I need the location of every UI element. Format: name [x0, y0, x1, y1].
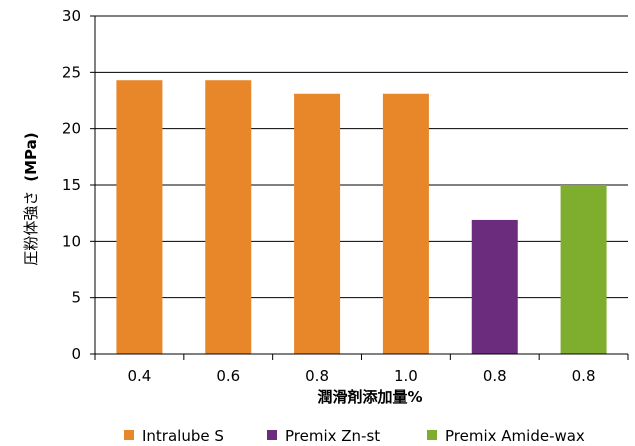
y-axis-title: 圧粉体強さ (MPa)	[22, 132, 40, 265]
x-tick-labels: 0.4 0.6 0.8 1.0 0.8 0.8	[127, 367, 595, 385]
y-tick-labels: 0 5 10 15 20 25 30	[62, 7, 81, 363]
legend: Intralube S Premix Zn-st Premix Amide-wax	[124, 427, 585, 445]
bar-3	[294, 93, 341, 355]
x-tick-label: 0.8	[483, 367, 507, 385]
x-tick-label: 0.8	[572, 367, 596, 385]
x-tick-label: 1.0	[394, 367, 418, 385]
y-tick-label: 20	[62, 120, 81, 138]
y-axis-title-unit: (MPa)	[22, 132, 40, 181]
x-tick-label: 0.4	[127, 367, 151, 385]
y-tick-label: 5	[71, 289, 81, 307]
legend-swatch	[427, 430, 437, 440]
bar-6	[560, 185, 607, 354]
axes	[94, 16, 628, 355]
legend-swatch	[267, 430, 277, 440]
y-tick-label: 10	[62, 232, 81, 250]
bar-5	[471, 219, 518, 354]
legend-swatch	[124, 430, 134, 440]
y-tick-label: 30	[62, 7, 81, 25]
legend-label: Intralube S	[142, 427, 224, 445]
x-tick-label: 0.8	[305, 367, 329, 385]
bar-4	[382, 93, 429, 355]
x-tick-label: 0.6	[216, 367, 240, 385]
bars	[116, 80, 607, 355]
legend-label: Premix Zn-st	[285, 427, 380, 445]
y-tick-label: 15	[62, 176, 81, 194]
y-tick-label: 0	[71, 345, 81, 363]
gridlines	[90, 15, 629, 360]
x-axis-title: 潤滑剤添加量%	[317, 388, 422, 406]
y-tick-label: 25	[62, 63, 81, 81]
legend-label: Premix Amide-wax	[445, 427, 585, 445]
bar-1	[116, 80, 163, 354]
y-axis-title-main: 圧粉体強さ	[22, 191, 40, 266]
bar-2	[205, 80, 252, 354]
